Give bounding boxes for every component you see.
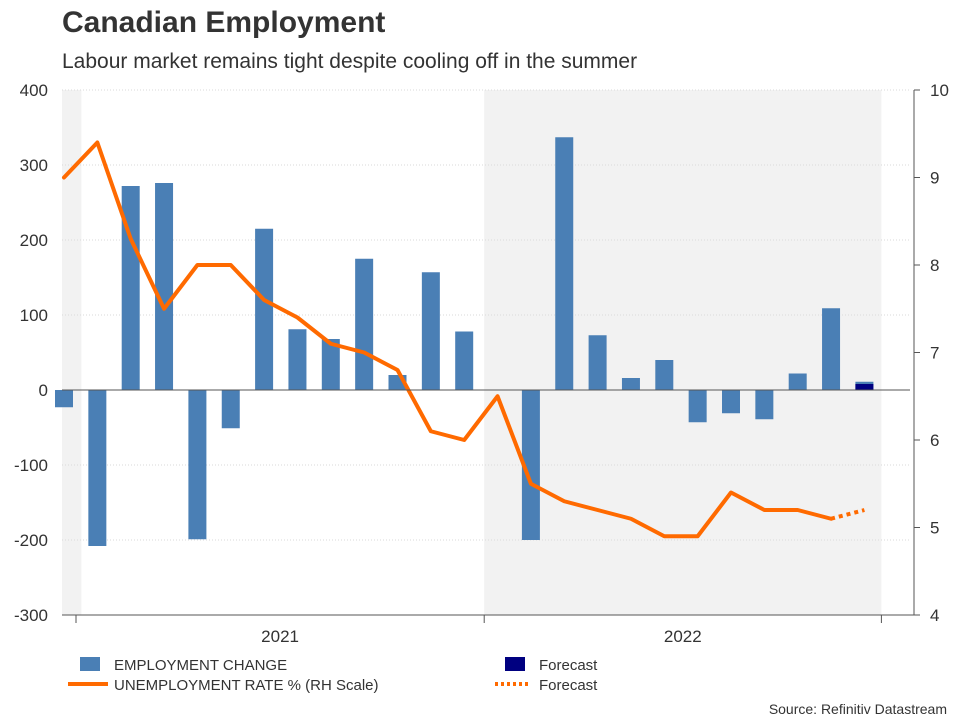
bar-2022-07 bbox=[688, 390, 707, 423]
right-tick-label: 5 bbox=[930, 519, 939, 538]
bar-2021-03 bbox=[155, 183, 174, 390]
bar-2022-04 bbox=[588, 335, 607, 390]
right-axis-ticks: 10 9 8 7 6 5 4 bbox=[914, 81, 949, 625]
left-tick-label: 200 bbox=[20, 231, 48, 250]
bar-2021-09 bbox=[355, 258, 374, 390]
right-tick-label: 9 bbox=[930, 169, 939, 188]
year-shading bbox=[62, 90, 882, 615]
left-tick-label: -200 bbox=[14, 531, 48, 550]
bar-2022-10 bbox=[788, 373, 807, 390]
legend: EMPLOYMENT CHANGE Forecast UNEMPLOYMENT … bbox=[68, 657, 598, 694]
legend-label-forecast-line: Forecast bbox=[539, 677, 598, 694]
legend-swatch-employment-change bbox=[80, 657, 100, 671]
unemployment-forecast-line bbox=[830, 508, 865, 521]
chart-subtitle: Labour market remains tight despite cool… bbox=[62, 50, 638, 73]
bar-2020-12 bbox=[55, 390, 73, 408]
bar-2021-02 bbox=[121, 186, 140, 390]
source-note: Source: Refinitiv Datastream bbox=[769, 701, 947, 717]
bar-2022-09 bbox=[755, 390, 774, 420]
left-axis-ticks: 400 300 200 100 0 -100 -200 -300 bbox=[14, 81, 48, 625]
legend-label-unemployment-rate: UNEMPLOYMENT RATE % (RH Scale) bbox=[114, 677, 379, 694]
x-axis-ticks: 2021 2022 bbox=[75, 615, 882, 646]
line-series bbox=[62, 140, 865, 539]
right-tick-label: 7 bbox=[930, 344, 939, 363]
right-tick-label: 4 bbox=[930, 606, 939, 625]
bar-2022-11 bbox=[822, 308, 841, 390]
bar-2021-04 bbox=[188, 390, 207, 540]
left-tick-label: 0 bbox=[39, 381, 48, 400]
bar-2021-05 bbox=[221, 390, 240, 429]
x-tick-label-2022: 2022 bbox=[664, 627, 702, 646]
shade-2020-edge bbox=[62, 90, 82, 615]
right-tick-label: 8 bbox=[930, 256, 939, 275]
chart-title: Canadian Employment bbox=[62, 6, 386, 39]
bar-2022-05 bbox=[621, 378, 640, 390]
x-tick-label-2021: 2021 bbox=[261, 627, 299, 646]
bar-forecast-2022-12 bbox=[855, 384, 874, 390]
left-tick-label: 400 bbox=[20, 81, 48, 100]
left-tick-label: 300 bbox=[20, 156, 48, 175]
right-tick-label: 10 bbox=[930, 81, 949, 100]
bar-2022-08 bbox=[722, 390, 740, 414]
unemployment-rate-line bbox=[62, 140, 834, 539]
bar-2021-12 bbox=[455, 331, 474, 390]
bar-series bbox=[55, 137, 874, 546]
bar-2022-06 bbox=[655, 360, 674, 390]
bar-2021-01 bbox=[88, 390, 107, 546]
left-tick-label: 100 bbox=[20, 306, 48, 325]
bar-2021-07 bbox=[288, 329, 307, 390]
bar-2022-03 bbox=[555, 137, 574, 390]
bar-2021-08 bbox=[321, 339, 340, 390]
left-tick-label: -300 bbox=[14, 606, 48, 625]
legend-label-forecast-bar: Forecast bbox=[539, 657, 598, 674]
legend-swatch-forecast-bar bbox=[505, 657, 525, 671]
legend-label-employment-change: EMPLOYMENT CHANGE bbox=[114, 657, 287, 674]
bar-2022-02 bbox=[521, 390, 540, 540]
left-tick-label: -100 bbox=[14, 456, 48, 475]
shade-2022 bbox=[484, 90, 882, 615]
right-tick-label: 6 bbox=[930, 431, 939, 450]
bar-2021-11 bbox=[421, 272, 440, 390]
bar-2021-06 bbox=[255, 228, 274, 390]
